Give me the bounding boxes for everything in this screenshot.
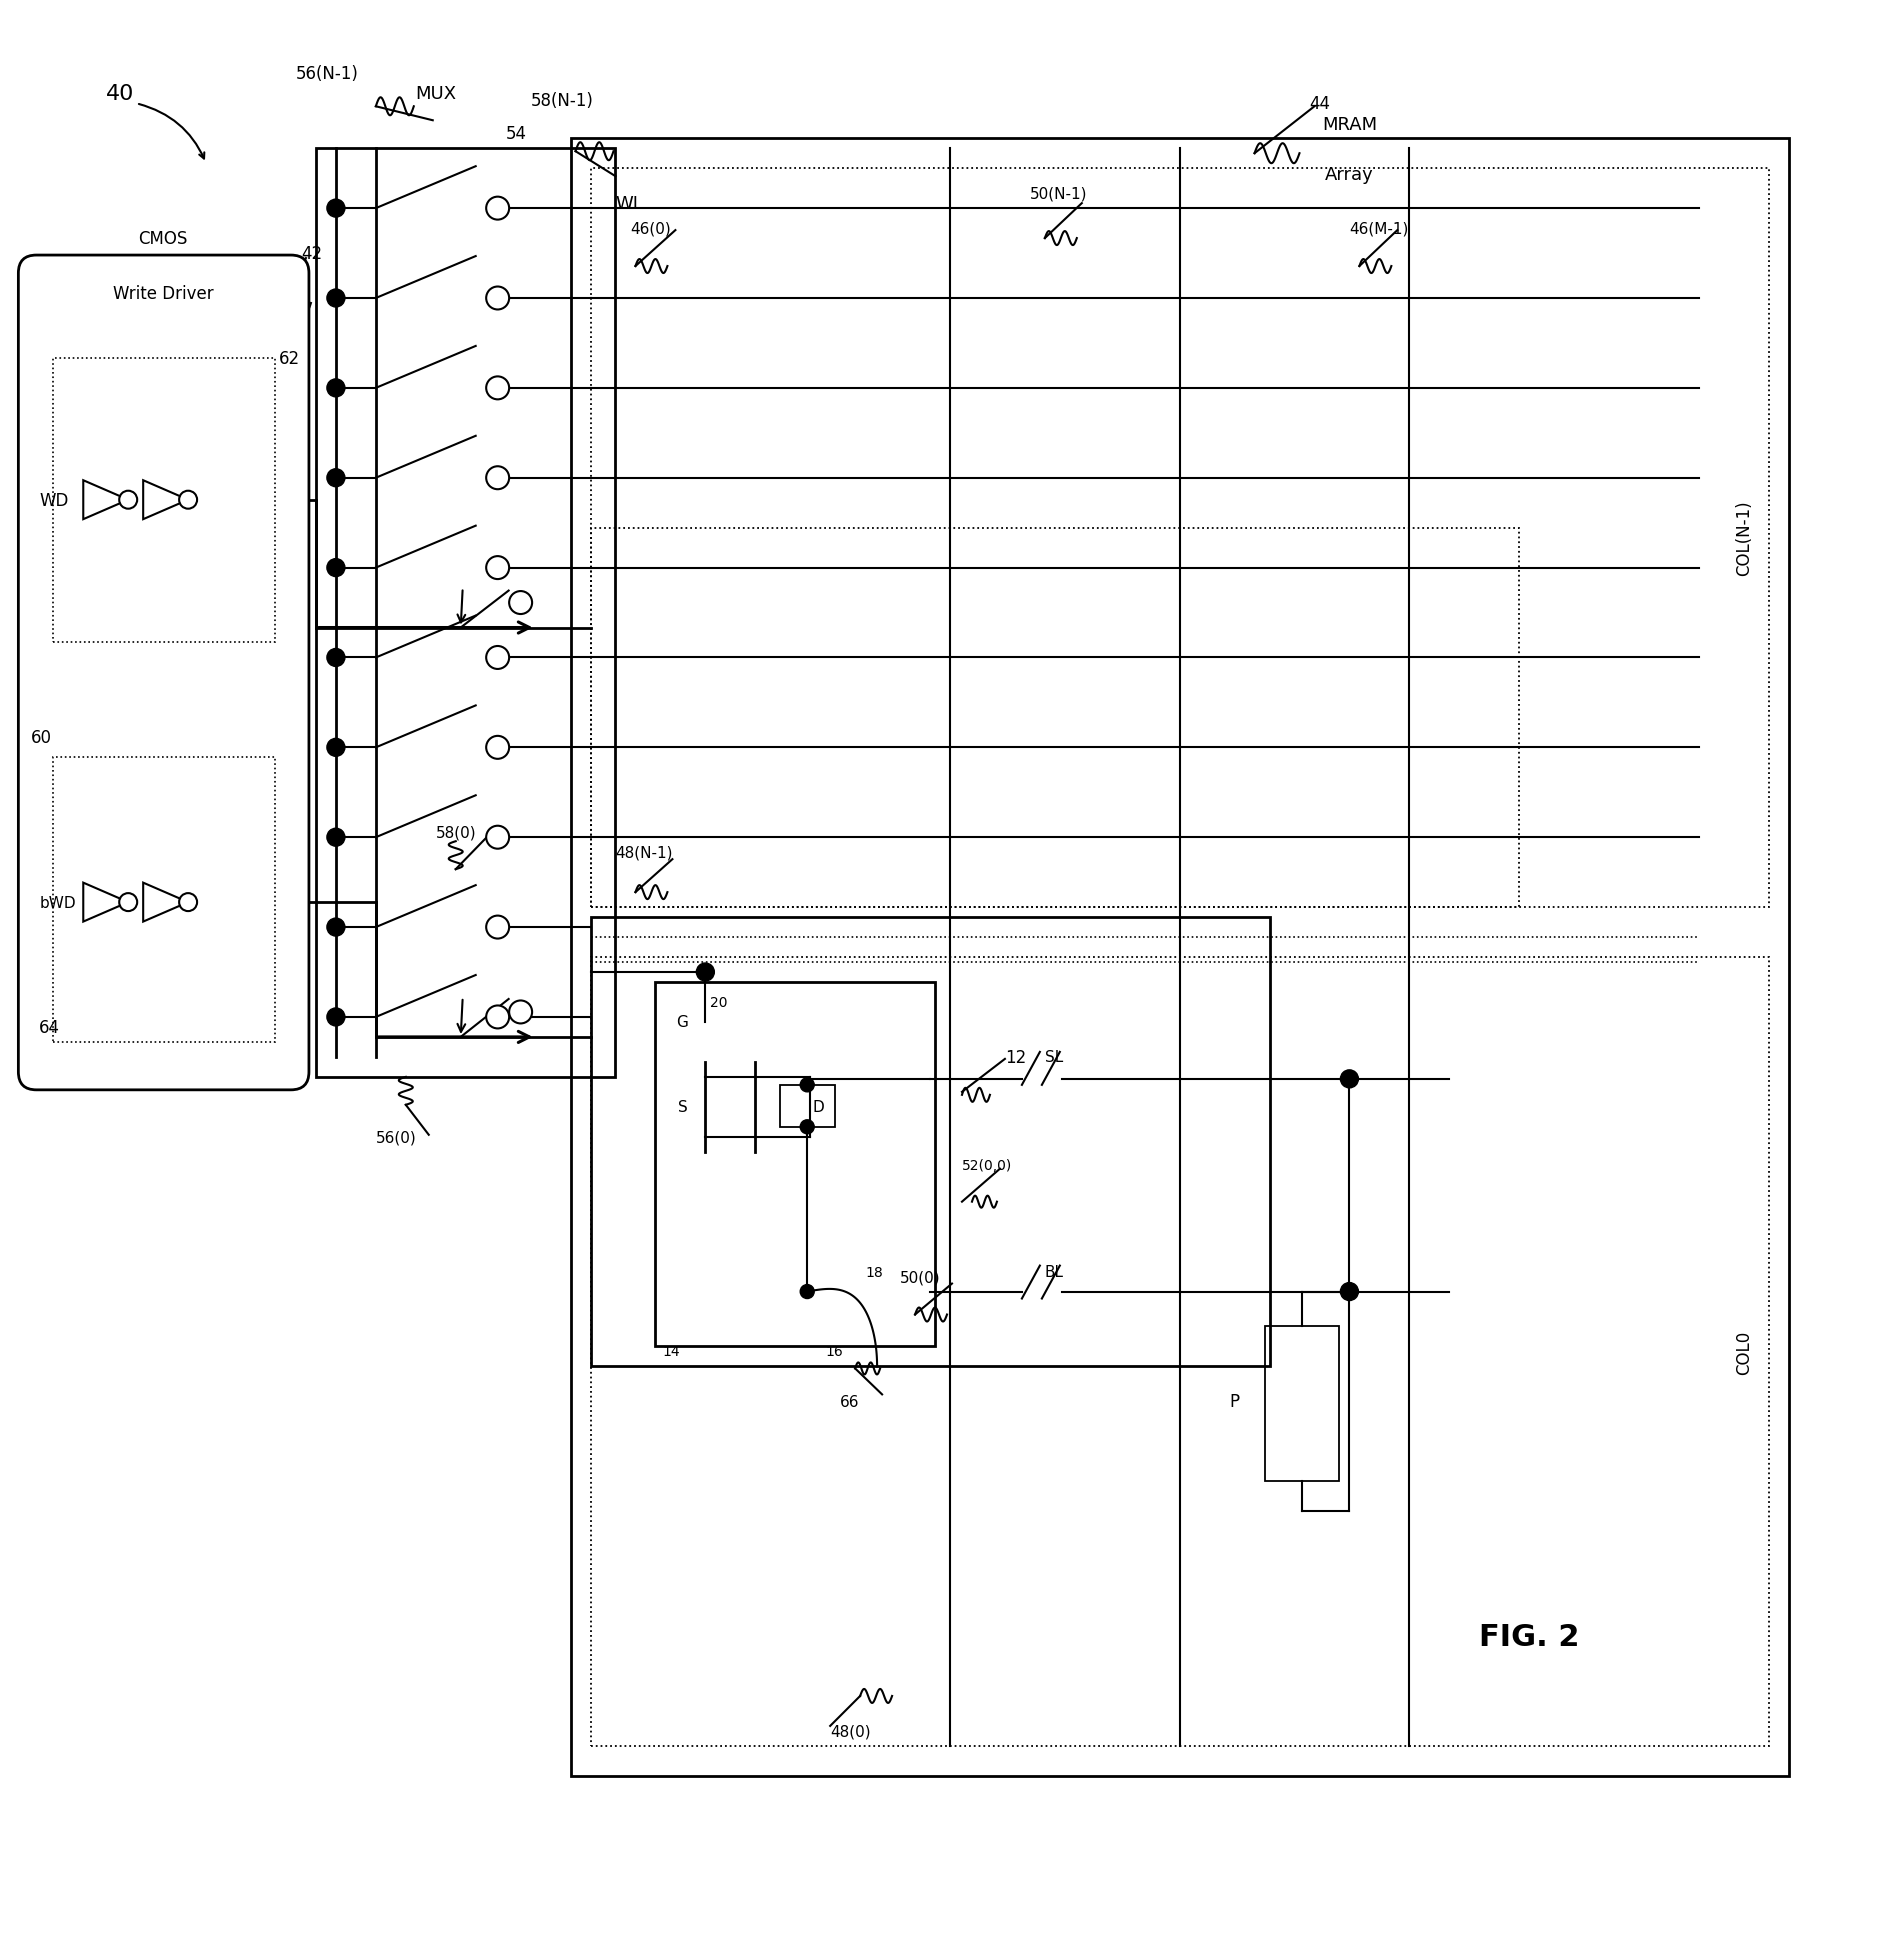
Text: 56(N-1): 56(N-1) <box>296 65 359 84</box>
Circle shape <box>327 560 346 577</box>
Circle shape <box>179 491 198 509</box>
Circle shape <box>179 894 198 912</box>
Circle shape <box>1340 1284 1358 1301</box>
Circle shape <box>327 290 346 307</box>
Circle shape <box>120 894 137 912</box>
Circle shape <box>486 198 509 221</box>
Bar <box>570 139 1788 1775</box>
Text: 12: 12 <box>1005 1049 1026 1067</box>
Text: 46(0): 46(0) <box>631 221 671 237</box>
Circle shape <box>486 558 509 579</box>
Bar <box>656 982 935 1346</box>
Text: 48(0): 48(0) <box>830 1724 870 1738</box>
Circle shape <box>486 1006 509 1029</box>
Text: COL0: COL0 <box>1735 1329 1754 1374</box>
Text: 14: 14 <box>663 1344 680 1358</box>
Text: D: D <box>813 1100 825 1115</box>
Circle shape <box>327 918 346 937</box>
Text: BL: BL <box>1045 1264 1064 1280</box>
Text: 16: 16 <box>825 1344 844 1358</box>
Circle shape <box>486 646 509 669</box>
Text: 50(0): 50(0) <box>901 1270 940 1284</box>
Text: P: P <box>1229 1393 1239 1411</box>
Circle shape <box>509 1000 532 1024</box>
Text: 50(N-1): 50(N-1) <box>1030 186 1087 202</box>
Circle shape <box>486 916 509 939</box>
Text: MRAM: MRAM <box>1322 115 1378 135</box>
Text: 58(0): 58(0) <box>435 826 477 840</box>
Circle shape <box>486 736 509 759</box>
Circle shape <box>486 378 509 399</box>
Bar <box>591 168 1769 908</box>
Text: 20: 20 <box>711 996 728 1010</box>
Text: 64: 64 <box>40 1018 61 1037</box>
Text: WD: WD <box>40 491 68 509</box>
Circle shape <box>327 650 346 667</box>
Text: 52(0,0): 52(0,0) <box>961 1159 1013 1172</box>
Text: 42: 42 <box>300 245 323 262</box>
Circle shape <box>327 830 346 847</box>
Text: WL: WL <box>616 196 644 213</box>
Circle shape <box>486 468 509 489</box>
Text: 62: 62 <box>279 350 300 368</box>
Text: 58(N-1): 58(N-1) <box>530 92 593 110</box>
Text: CMOS: CMOS <box>139 231 188 249</box>
Text: Array: Array <box>1324 166 1374 184</box>
Text: COL(N-1): COL(N-1) <box>1735 501 1754 575</box>
Bar <box>591 528 1520 908</box>
Bar <box>315 149 616 1076</box>
Circle shape <box>327 470 346 487</box>
Circle shape <box>509 591 532 614</box>
Bar <box>591 918 1269 1366</box>
Text: 66: 66 <box>840 1393 859 1409</box>
Text: bWD: bWD <box>40 894 76 910</box>
Circle shape <box>800 1286 815 1299</box>
Text: Write Driver: Write Driver <box>112 286 213 303</box>
Text: MUX: MUX <box>416 86 456 104</box>
Circle shape <box>800 1078 815 1092</box>
Text: SL: SL <box>1045 1049 1064 1065</box>
Text: FIG. 2: FIG. 2 <box>1480 1622 1579 1650</box>
Circle shape <box>800 1119 815 1135</box>
Text: 46(M-1): 46(M-1) <box>1349 221 1408 237</box>
Text: 56(0): 56(0) <box>376 1129 416 1145</box>
Bar <box>591 957 1769 1746</box>
Text: 18: 18 <box>864 1264 884 1280</box>
Circle shape <box>327 380 346 397</box>
Circle shape <box>697 963 714 982</box>
Text: G: G <box>676 1016 688 1029</box>
Circle shape <box>327 1008 346 1025</box>
Circle shape <box>327 200 346 217</box>
Text: 48(N-1): 48(N-1) <box>616 845 673 861</box>
Bar <box>53 757 276 1043</box>
Bar <box>53 358 276 644</box>
Circle shape <box>486 288 509 311</box>
Circle shape <box>486 826 509 849</box>
Circle shape <box>1340 1070 1358 1088</box>
FancyBboxPatch shape <box>19 256 310 1090</box>
Circle shape <box>327 740 346 757</box>
Bar <box>1265 1327 1340 1481</box>
Text: 54: 54 <box>505 125 526 143</box>
Bar <box>781 1086 836 1127</box>
Text: 44: 44 <box>1309 96 1330 114</box>
Text: S: S <box>678 1100 688 1115</box>
Circle shape <box>120 491 137 509</box>
Text: 40: 40 <box>106 84 135 104</box>
Text: 60: 60 <box>30 728 53 748</box>
